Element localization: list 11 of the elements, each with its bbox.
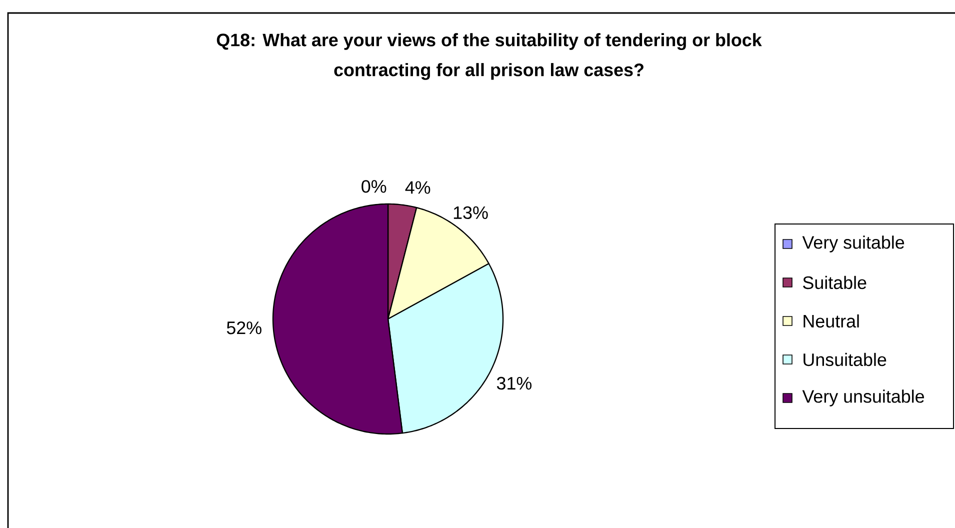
chart-title: Q18: What are your views of the suitability of tendering or block contracting for all prison law cases? xyxy=(216,33,762,80)
legend-label: Neutral xyxy=(804,314,859,328)
legend-label: Unsuitable xyxy=(804,352,886,366)
text: 0% xyxy=(362,180,386,193)
legend-label: Suitable xyxy=(803,276,866,290)
data-label: 31% xyxy=(496,376,532,390)
data-label: 4% xyxy=(405,181,430,194)
legend-label: Very unsuitable xyxy=(802,390,924,406)
data-label: 52% xyxy=(226,321,262,334)
legend-label: Very suitable xyxy=(802,236,904,252)
data-label: 13% xyxy=(454,206,488,220)
